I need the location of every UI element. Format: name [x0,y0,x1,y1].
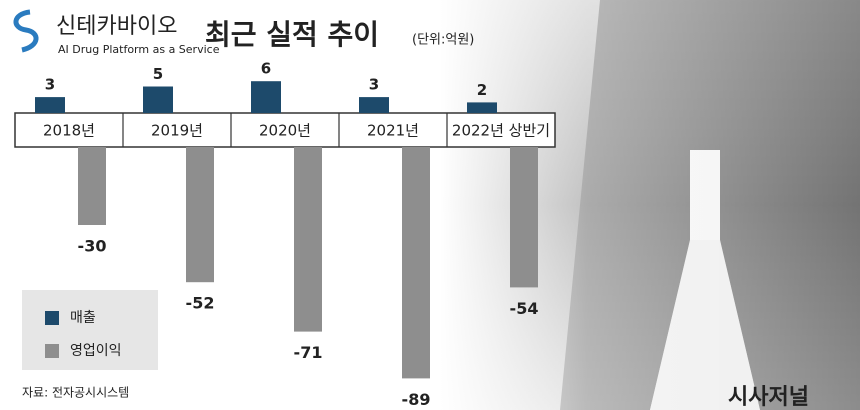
value-label: 3 [369,76,379,94]
bar [78,147,106,225]
legend-label: 매출 [70,310,96,326]
bar [359,97,389,113]
value-label: -54 [510,299,539,318]
legend-label: 영업이익 [70,343,122,359]
bar [402,147,430,379]
logo-tagline: AI Drug Platform as a Service [58,43,220,56]
bar [186,147,214,283]
x-tick-label: 2022년 상반기 [452,122,550,140]
bar [510,147,538,288]
x-tick-label: 2019년 [151,122,203,140]
logo: 신테카바이오 AI Drug Platform as a Service [13,9,220,56]
legend-swatch [45,311,59,325]
logo-name: 신테카바이오 [56,14,177,39]
x-tick-label: 2020년 [259,122,311,140]
x-tick-label: 2021년 [367,122,419,140]
value-label: 3 [45,76,55,94]
legend-swatch [45,344,59,358]
bar [35,97,65,113]
watermark: 시사저널 [728,385,809,410]
category-band [14,112,556,148]
chart-subtitle: (단위:억원) [412,33,474,48]
value-label: -52 [186,294,215,313]
value-label: -89 [402,390,431,409]
source: 자료: 전자공시시스템 [22,386,129,400]
bar [294,147,322,332]
value-label: 6 [261,60,271,78]
value-label: 5 [153,65,163,83]
legend [22,290,158,370]
x-tick-label: 2018년 [43,122,95,140]
value-label: -71 [294,343,323,362]
chart-title: 최근 실적 추이 [205,18,379,51]
bar [143,86,173,113]
bar [251,81,281,113]
value-label: 2 [477,81,487,99]
bar [467,102,497,113]
value-label: -30 [78,237,107,256]
server-room-photo [440,0,860,410]
